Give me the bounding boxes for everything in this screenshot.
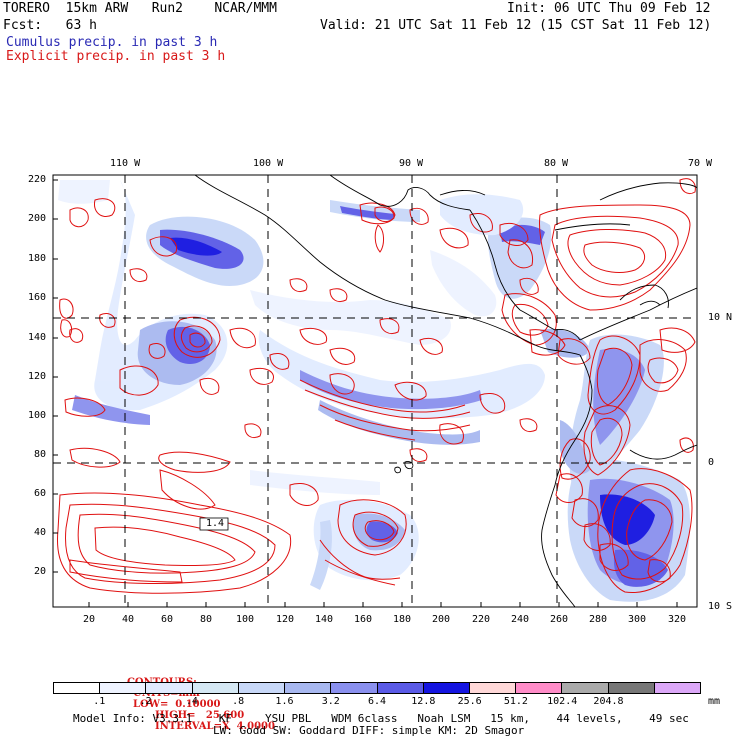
y-tick: 60 <box>34 488 47 499</box>
colorbar-label: 1.6 <box>275 696 294 707</box>
colorbar-swatch <box>146 683 193 693</box>
y-tick: 200 <box>28 213 47 224</box>
y-tick: 220 <box>28 174 47 185</box>
x-tick: 200 <box>432 614 451 625</box>
lon-label-90w: 90 W <box>399 158 424 169</box>
physics-info: LW: Godd SW: Goddard DIFF: simple KM: 2D… <box>213 724 525 737</box>
contours-high: HIGH= 25.600 <box>154 710 245 721</box>
colorbar-label: 25.6 <box>457 696 482 707</box>
colorbar-swatch <box>54 683 101 693</box>
axis-ticks <box>53 179 678 607</box>
colorbar-swatch <box>238 683 286 693</box>
lon-label-70w: 70 W <box>688 158 713 169</box>
colorbar-label: .1 <box>93 696 106 707</box>
lon-label-100w: 100 W <box>253 158 284 169</box>
y-tick: 20 <box>34 566 47 577</box>
colorbar-swatch <box>377 683 424 693</box>
x-tick: 20 <box>83 614 96 625</box>
colorbar-swatch <box>654 683 701 693</box>
x-tick: 60 <box>161 614 174 625</box>
colorbar-label: 12.8 <box>411 696 436 707</box>
colorbar-unit: mm <box>708 696 721 707</box>
colorbar-swatch <box>516 683 563 693</box>
y-tick: 120 <box>28 371 47 382</box>
x-tick: 260 <box>550 614 569 625</box>
valid-time: Valid: 21 UTC Sat 11 Feb 12 (15 CST Sat … <box>320 18 712 33</box>
colorbar-label: 3.2 <box>321 696 340 707</box>
colorbar-swatch <box>192 683 239 693</box>
colorbar-swatch <box>100 683 147 693</box>
colorbar-labels: .1 .2 .4 .8 1.6 3.2 6.4 12.8 25.6 51.2 102.4 204.8 <box>53 696 701 708</box>
colorbar-swatch <box>562 683 609 693</box>
y-tick: 180 <box>28 253 47 264</box>
init-time: Init: 06 UTC Thu 09 Feb 12 <box>507 1 711 16</box>
colorbar-swatch <box>331 683 378 693</box>
contours-interval: INTERVAL=X 4.0000 <box>154 721 275 732</box>
contours-low: LOW= 0.10000 <box>132 699 221 710</box>
lat-label-10n: 10 N <box>708 312 733 323</box>
x-tick: 240 <box>511 614 530 625</box>
forecast-hour: Fcst: 63 h <box>3 18 97 33</box>
y-tick: 160 <box>28 292 47 303</box>
lat-lon-grid <box>53 175 697 607</box>
colorbar-label: .8 <box>232 696 245 707</box>
contour-label: 1.4 <box>206 518 225 529</box>
model-info: Model Info: V3.3.1 KF YSU PBL WDM 6class… <box>73 712 689 725</box>
lat-label-0: 0 <box>708 457 715 468</box>
x-tick: 320 <box>668 614 687 625</box>
colorbar-label: 204.8 <box>593 696 624 707</box>
colorbar-label: 102.4 <box>547 696 578 707</box>
x-tick: 280 <box>589 614 608 625</box>
contour-label-box <box>199 517 229 531</box>
x-tick: 140 <box>315 614 334 625</box>
x-tick: 80 <box>200 614 213 625</box>
colorbar-swatch <box>608 683 655 693</box>
colorbar-label: 6.4 <box>368 696 387 707</box>
colorbar-swatch <box>285 683 332 693</box>
run-title: TORERO 15km ARW Run2 NCAR/MMM <box>3 1 277 16</box>
x-tick: 100 <box>236 614 255 625</box>
x-tick: 300 <box>628 614 647 625</box>
colorbar-swatch <box>423 683 470 693</box>
colorbar-label: .2 <box>139 696 152 707</box>
cumulus-precip-shading <box>58 180 690 602</box>
lon-label-110w: 110 W <box>110 158 141 169</box>
x-tick: 180 <box>393 614 412 625</box>
lon-label-80w: 80 W <box>544 158 569 169</box>
colorbar <box>53 682 701 694</box>
y-tick: 100 <box>28 410 47 421</box>
y-tick: 80 <box>34 449 47 460</box>
colorbar-label: .4 <box>185 696 198 707</box>
coastlines <box>194 175 697 607</box>
y-tick: 140 <box>28 332 47 343</box>
y-tick: 40 <box>34 527 47 538</box>
cumulus-legend: Cumulus precip. in past 3 h <box>6 35 218 50</box>
colorbar-label: 51.2 <box>503 696 528 707</box>
lat-label-10s: 10 S <box>708 601 733 612</box>
explicit-legend: Explicit precip. in past 3 h <box>6 49 226 64</box>
plot-frame <box>52 174 698 608</box>
x-tick: 160 <box>354 614 373 625</box>
colorbar-swatch <box>469 683 517 693</box>
x-tick: 40 <box>122 614 135 625</box>
explicit-precip-contours <box>56 178 696 594</box>
x-tick: 220 <box>472 614 491 625</box>
x-tick: 120 <box>276 614 295 625</box>
